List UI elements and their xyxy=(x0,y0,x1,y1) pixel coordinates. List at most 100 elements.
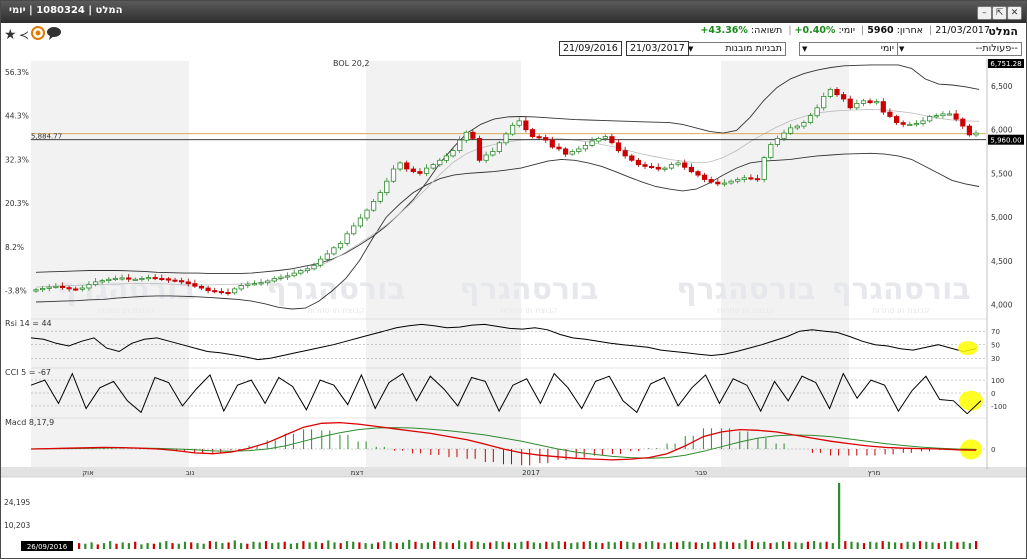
actions-dropdown[interactable]: --פעולות-- ▼ xyxy=(896,42,1022,56)
restore-button[interactable]: ⇱ xyxy=(992,6,1007,20)
candle-body xyxy=(668,164,675,169)
candle-body xyxy=(198,285,205,289)
percent-tick-label: 20.3% xyxy=(5,199,29,208)
volume-bar xyxy=(377,542,380,549)
candle-body xyxy=(529,129,536,137)
volume-bar xyxy=(183,541,187,549)
volume-bar xyxy=(501,541,504,549)
volume-bar xyxy=(395,543,398,549)
volume-bar xyxy=(134,541,137,549)
close-button[interactable]: ✕ xyxy=(1007,6,1022,20)
candle-body xyxy=(920,120,926,124)
candle-body xyxy=(649,166,655,169)
volume-bar xyxy=(750,541,753,549)
last-label: אחרון: xyxy=(896,25,923,36)
candle-body xyxy=(457,139,463,151)
period-dropdown[interactable]: יומי ▼ xyxy=(799,42,898,56)
candle-body xyxy=(927,116,933,122)
star-icon[interactable]: ★ xyxy=(4,27,17,43)
price-tick-label: 6,000 xyxy=(991,126,1013,135)
volume-bar xyxy=(862,543,866,549)
volume-bar xyxy=(595,542,598,549)
candle-body xyxy=(450,150,456,157)
volume-bar xyxy=(844,541,847,549)
chart-toolbar: ★ ≺ המלט 21/03/2017| אחרון: 5960| יומי: … xyxy=(1,23,1026,59)
candle-body xyxy=(543,137,549,141)
candle-body xyxy=(894,116,900,123)
candle-body xyxy=(768,144,774,159)
volume-bar xyxy=(694,542,697,549)
candle-body xyxy=(463,131,469,141)
volume-bar xyxy=(296,543,299,549)
watermark-subtext: קבוצת תו סחרות xyxy=(97,306,155,315)
volume-bar xyxy=(140,544,143,549)
minimize-button[interactable]: – xyxy=(977,6,992,20)
yield-label: תשואה: xyxy=(750,25,783,36)
volume-bar xyxy=(806,541,809,549)
price-tick-label: 6,500 xyxy=(991,82,1013,91)
volume-tick-label: 10,203 xyxy=(4,521,30,530)
x-tick-label: אוק xyxy=(82,469,94,477)
chevron-down-icon: ▼ xyxy=(688,45,694,53)
volume-bar xyxy=(289,543,292,549)
patterns-dropdown[interactable]: תבניות מובנות ▼ xyxy=(685,42,786,56)
volume-bar xyxy=(227,542,230,549)
volume-bar xyxy=(632,542,635,549)
watermark-subtext: קבוצת תו סחרות xyxy=(717,306,775,315)
candle-body xyxy=(470,131,476,139)
volume-bar xyxy=(495,541,498,549)
volume-bar xyxy=(208,541,211,549)
percent-tick-label: 32.3% xyxy=(5,155,29,164)
volume-bar xyxy=(433,541,436,549)
watermark-subtext: קבוצת תו סחרות xyxy=(872,306,930,315)
candle-body xyxy=(933,115,939,118)
volume-bar xyxy=(900,543,903,549)
candle-body xyxy=(827,88,834,97)
candle-body xyxy=(145,277,152,280)
volume-bar xyxy=(302,541,305,549)
title-bar: המלט | 1080324 | יומי – ⇱ ✕ xyxy=(1,1,1026,23)
comment-icon[interactable] xyxy=(46,26,62,44)
rsi-level-label: 50 xyxy=(991,342,1000,350)
volume-bar xyxy=(800,543,803,549)
percent-tick-label: 44.3% xyxy=(5,112,29,121)
current-price-badge xyxy=(988,134,1024,145)
candle-body xyxy=(609,136,615,144)
candle-body xyxy=(185,281,191,285)
candle-body xyxy=(370,200,377,211)
volume-bar xyxy=(894,542,897,549)
candle-body xyxy=(258,282,264,285)
rsi-level-label: 30 xyxy=(991,355,1000,363)
volume-bar xyxy=(831,543,834,549)
candle-body xyxy=(152,277,158,280)
candle-body xyxy=(423,167,430,174)
volume-bar xyxy=(507,542,510,549)
volume-bar xyxy=(950,541,953,549)
candle-body xyxy=(735,179,741,182)
candle-body xyxy=(212,290,218,293)
volume-bar xyxy=(601,543,604,549)
rsi-label: Rsi 14 = 44 xyxy=(5,319,52,328)
date-to-field[interactable]: 21/03/2017 xyxy=(626,41,689,56)
candle-body xyxy=(298,270,304,274)
candle-body xyxy=(245,283,251,286)
volume-bar xyxy=(401,542,405,549)
candle-body xyxy=(86,284,92,289)
volume-bar xyxy=(570,543,573,549)
volume-bar xyxy=(339,543,342,549)
candle-body xyxy=(324,253,330,260)
volume-bar xyxy=(177,543,180,549)
share-icon[interactable]: ≺ xyxy=(19,28,30,42)
candle-body xyxy=(788,127,794,134)
volume-bar xyxy=(252,541,255,549)
candle-body xyxy=(357,217,364,227)
candle-body xyxy=(523,120,529,131)
target-icon[interactable] xyxy=(31,26,45,44)
volume-bar xyxy=(744,539,747,549)
candle-body xyxy=(490,151,496,156)
candle-body xyxy=(973,132,979,136)
candle-body xyxy=(702,174,708,180)
candle-body xyxy=(774,138,781,145)
date-from-field[interactable]: 21/09/2016 xyxy=(559,41,622,56)
